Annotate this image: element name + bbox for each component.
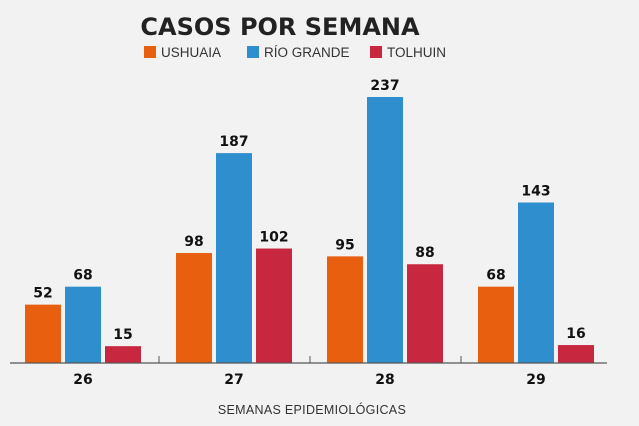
legend: USHUAIA RÍO GRANDE TOLHUIN [144, 45, 446, 60]
chart-title: CASOS POR SEMANA [140, 13, 420, 41]
bar [176, 253, 212, 363]
data-label: 187 [219, 134, 248, 150]
legend-label: TOLHUIN [387, 45, 446, 60]
x-tick-label: 27 [224, 372, 243, 388]
bar [518, 202, 554, 363]
data-label: 88 [415, 245, 434, 261]
x-tick-label: 26 [73, 372, 92, 388]
data-label: 237 [370, 78, 399, 94]
bar [216, 153, 252, 363]
data-label: 15 [113, 327, 132, 343]
bar [65, 286, 101, 363]
data-label: 68 [73, 268, 92, 284]
data-label: 95 [335, 237, 354, 253]
x-axis-label: SEMANAS EPIDEMIOLÓGICAS [218, 402, 406, 417]
bar [256, 248, 292, 363]
data-label: 16 [566, 326, 585, 342]
data-label: 68 [486, 268, 505, 284]
legend-swatch [370, 46, 382, 58]
bar [327, 256, 363, 363]
bar [407, 264, 443, 363]
bar [478, 286, 514, 363]
x-ticks: 26 27 28 29 [73, 356, 546, 388]
data-label: 102 [259, 230, 288, 246]
x-tick-label: 29 [526, 372, 545, 388]
bar [25, 304, 61, 363]
data-label: 98 [184, 234, 203, 250]
bars: 52 68 15 98 187 102 95 237 88 68 143 16 [25, 78, 594, 363]
bar [558, 345, 594, 363]
x-tick-label: 28 [375, 372, 394, 388]
legend-label: USHUAIA [161, 45, 221, 60]
data-label: 52 [33, 286, 52, 302]
legend-label: RÍO GRANDE [264, 45, 350, 60]
bar [367, 97, 403, 363]
legend-swatch [247, 46, 259, 58]
bar [105, 346, 141, 363]
data-label: 143 [521, 184, 550, 200]
legend-swatch [144, 46, 156, 58]
